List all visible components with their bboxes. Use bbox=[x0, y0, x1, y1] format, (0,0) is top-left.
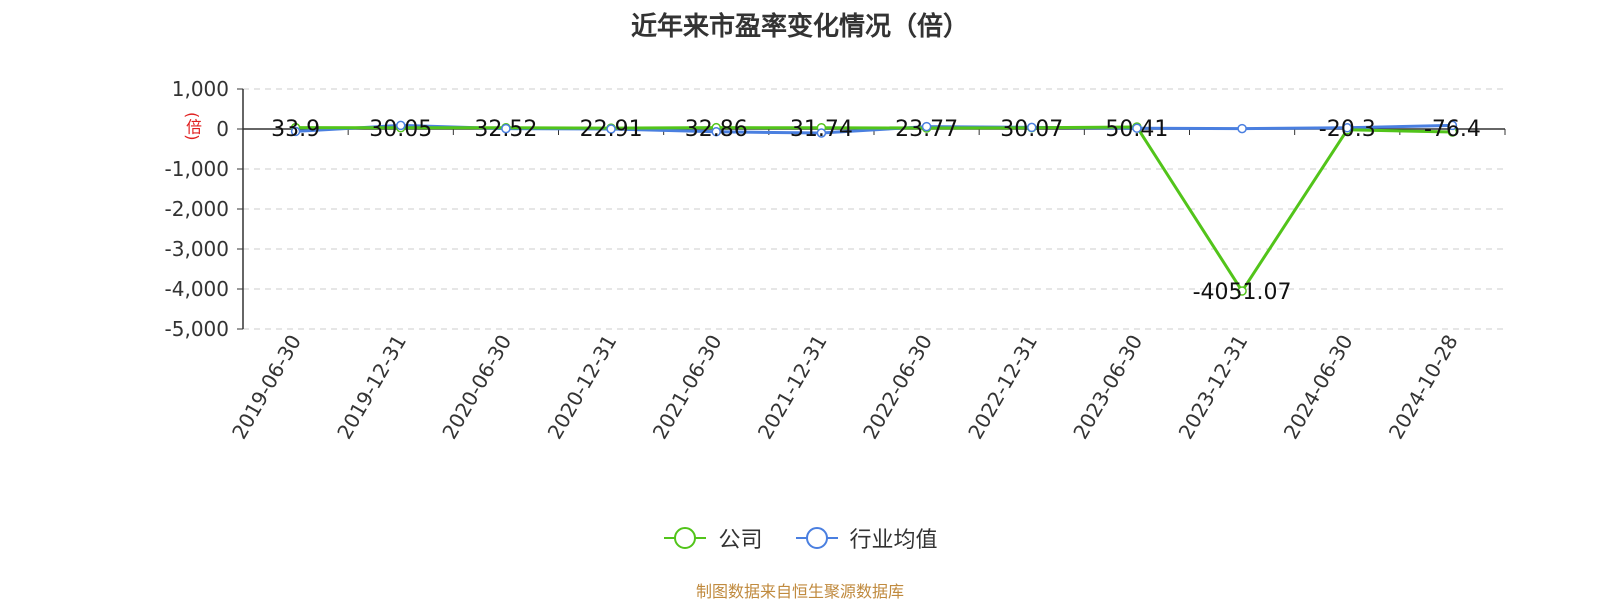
data-point-industry-average bbox=[1447, 120, 1458, 131]
x-tick-label: 2020-12-31 bbox=[543, 331, 622, 444]
data-point-industry-average bbox=[501, 123, 511, 134]
legend-marker-company-icon bbox=[664, 527, 707, 549]
legend-item-industry-average[interactable]: 行业均值 bbox=[794, 522, 938, 554]
data-point-industry-average bbox=[290, 126, 301, 137]
data-label-company: 50.41 bbox=[1105, 117, 1168, 142]
y-tick-label: -1,000 bbox=[165, 157, 229, 181]
chart-title: 近年来市盈率变化情况（倍） bbox=[630, 12, 969, 42]
data-label-company: 32.52 bbox=[474, 117, 537, 142]
x-tick-label: 2024-10-28 bbox=[1384, 331, 1463, 444]
legend-marker-industry-average-icon bbox=[795, 527, 838, 549]
data-point-industry-average bbox=[816, 128, 827, 138]
legend-label-industry-average: 行业均值 bbox=[849, 528, 938, 553]
x-tick-label: 2021-06-30 bbox=[648, 331, 727, 444]
legend-item-company[interactable]: 公司 bbox=[662, 522, 763, 554]
x-tick-label: 2021-12-31 bbox=[753, 331, 832, 444]
data-label-company: 30.07 bbox=[1000, 117, 1063, 142]
data-point-company bbox=[1237, 286, 1247, 296]
y-tick-label: 0 bbox=[216, 117, 229, 141]
y-tick-label: -4,000 bbox=[165, 277, 229, 301]
y-tick-label: -3,000 bbox=[165, 237, 229, 261]
x-tick-label: 2023-06-30 bbox=[1068, 331, 1147, 444]
x-tick-label: 2023-12-31 bbox=[1174, 331, 1253, 444]
data-label-company: -4051.07 bbox=[1193, 280, 1292, 305]
data-point-industry-average bbox=[1342, 123, 1352, 133]
data-label-company: 30.05 bbox=[369, 117, 432, 142]
series-line-company bbox=[295, 125, 1453, 293]
data-label-company: 33.9 bbox=[271, 117, 320, 142]
data-label-company: -20.3 bbox=[1319, 117, 1376, 142]
legend: 公司 行业均值 bbox=[0, 522, 1600, 556]
y-axis-unit-label: (倍) bbox=[183, 112, 202, 141]
y-tick-label: -5,000 bbox=[165, 317, 229, 341]
data-label-company: -76.4 bbox=[1424, 117, 1481, 142]
data-label-company: 31.74 bbox=[790, 117, 853, 142]
data-label-company: 23.77 bbox=[895, 117, 958, 142]
data-label-company: 32.86 bbox=[685, 117, 748, 142]
y-tick-label: -2,000 bbox=[165, 197, 229, 221]
x-tick-label: 2024-06-30 bbox=[1279, 331, 1358, 444]
data-point-industry-average bbox=[1132, 123, 1142, 133]
x-tick-label: 2019-06-30 bbox=[227, 331, 306, 444]
x-tick-label: 2022-12-31 bbox=[963, 331, 1042, 444]
data-point-industry-average bbox=[1237, 123, 1247, 134]
legend-label-company: 公司 bbox=[718, 528, 763, 553]
data-point-industry-average bbox=[1027, 122, 1037, 133]
data-point-industry-average bbox=[921, 121, 932, 132]
x-tick-label: 2022-06-30 bbox=[858, 330, 937, 443]
x-tick-label: 2020-06-30 bbox=[437, 330, 516, 443]
x-tick-label: 2019-12-31 bbox=[332, 331, 411, 444]
data-point-industry-average bbox=[396, 120, 406, 131]
y-tick-label: 1,000 bbox=[172, 77, 229, 101]
data-point-industry-average bbox=[711, 127, 721, 137]
data-point-industry-average bbox=[606, 124, 616, 134]
source-note: 制图数据来自恒生聚源数据库 bbox=[695, 582, 904, 601]
data-label-company: 22.91 bbox=[580, 117, 643, 142]
